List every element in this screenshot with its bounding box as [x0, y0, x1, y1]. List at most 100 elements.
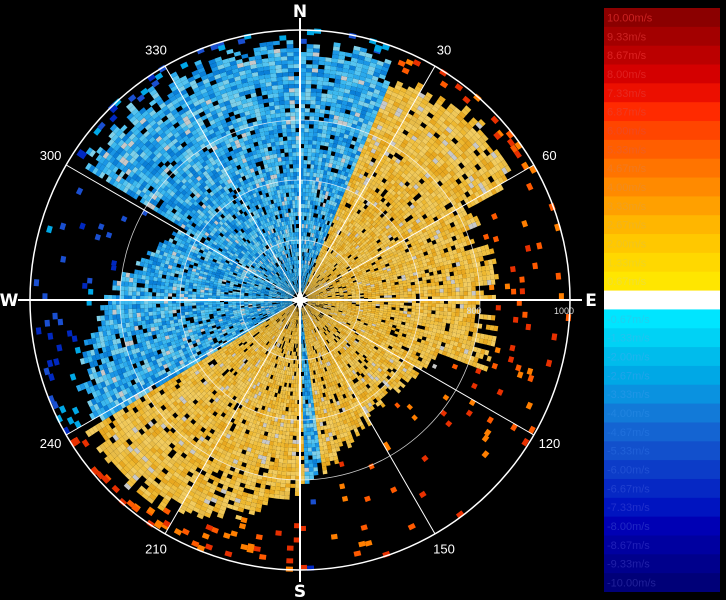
velocity-cell	[406, 314, 411, 318]
velocity-cell	[343, 163, 349, 168]
velocity-cell	[305, 196, 309, 201]
velocity-cell	[310, 216, 314, 221]
velocity-cell	[332, 50, 340, 56]
velocity-cell	[322, 81, 329, 86]
velocity-cell	[340, 170, 346, 176]
velocity-cell	[325, 158, 330, 164]
velocity-cell	[329, 134, 335, 140]
velocity-cell	[519, 288, 525, 295]
velocity-cell	[300, 104, 306, 109]
velocity-cell	[329, 213, 333, 218]
velocity-cell	[487, 314, 492, 321]
velocity-cell	[331, 147, 337, 153]
velocity-cell	[305, 96, 311, 101]
velocity-cell	[303, 260, 306, 265]
velocity-cell	[309, 265, 312, 270]
velocity-cell	[348, 93, 355, 100]
velocity-cell	[326, 130, 332, 135]
velocity-cell	[302, 280, 304, 285]
velocity-cell	[355, 302, 360, 305]
velocity-cell	[329, 74, 336, 79]
velocity-cell	[451, 311, 456, 317]
velocity-cell	[312, 140, 317, 145]
velocity-cell	[411, 290, 416, 295]
velocity-cell	[351, 295, 356, 298]
velocity-cell	[353, 74, 360, 80]
velocity-cell	[322, 125, 328, 131]
velocity-cell	[348, 114, 355, 120]
velocity-cell	[338, 87, 345, 93]
velocity-cell	[301, 288, 303, 293]
velocity-cell	[309, 261, 312, 266]
velocity-cell	[301, 256, 303, 261]
velocity-cell	[455, 291, 460, 296]
velocity-cell	[454, 320, 459, 325]
velocity-cell	[337, 120, 343, 125]
velocity-cell	[345, 105, 352, 111]
velocity-cell	[333, 42, 341, 48]
velocity-cell	[353, 132, 359, 138]
velocity-cell	[379, 306, 384, 309]
velocity-cell	[351, 82, 358, 88]
velocity-cell	[345, 168, 351, 173]
velocity-cell	[315, 225, 318, 230]
velocity-cell	[438, 318, 443, 323]
velocity-cell	[519, 276, 525, 283]
velocity-cell	[407, 311, 412, 315]
velocity-cell	[328, 208, 332, 214]
velocity-cell	[322, 227, 326, 233]
velocity-cell	[433, 274, 439, 279]
velocity-cell	[308, 144, 313, 149]
velocity-cell	[332, 176, 337, 182]
velocity-cell	[303, 160, 308, 165]
velocity-cell	[363, 81, 371, 87]
velocity-cell	[330, 106, 336, 112]
velocity-cell	[305, 268, 307, 273]
velocity-cell	[312, 136, 318, 141]
velocity-cell	[311, 253, 314, 258]
velocity-cell	[320, 97, 327, 102]
velocity-cell	[312, 132, 318, 137]
velocity-cell	[305, 80, 312, 85]
velocity-cell	[442, 394, 450, 401]
velocity-cell	[353, 45, 361, 52]
velocity-cell	[310, 88, 317, 93]
velocity-cell	[301, 288, 303, 293]
velocity-cell	[383, 302, 388, 305]
velocity-cell	[430, 278, 435, 283]
velocity-cell	[317, 72, 324, 78]
velocity-cell	[431, 303, 436, 308]
velocity-cell	[339, 112, 345, 118]
velocity-cell	[435, 292, 440, 297]
velocity-cell	[459, 287, 464, 292]
velocity-cell	[447, 303, 452, 308]
velocity-cell	[458, 316, 464, 322]
velocity-cell	[307, 248, 310, 253]
velocity-cell	[457, 270, 462, 275]
velocity-cell	[308, 232, 311, 237]
velocity-cell	[301, 228, 304, 233]
velocity-cell	[320, 227, 324, 232]
velocity-cell	[308, 257, 311, 262]
velocity-cell	[376, 60, 385, 67]
velocity-cell	[426, 282, 432, 287]
velocity-cell	[325, 211, 329, 217]
velocity-cell	[325, 174, 330, 180]
velocity-cell	[305, 272, 307, 277]
velocity-cell	[327, 89, 334, 95]
velocity-cell	[439, 80, 449, 89]
velocity-cell	[335, 185, 341, 191]
velocity-cell	[463, 291, 468, 296]
velocity-cell	[300, 112, 305, 117]
velocity-cell	[302, 244, 305, 249]
velocity-cell	[322, 202, 326, 208]
velocity-cell	[304, 244, 306, 249]
velocity-cell	[333, 82, 341, 88]
velocity-cell	[307, 265, 310, 270]
velocity-cell	[335, 164, 340, 170]
velocity-cell	[356, 62, 364, 69]
velocity-cell	[323, 77, 330, 82]
velocity-cell	[439, 311, 444, 316]
velocity-cell	[308, 136, 313, 141]
velocity-cell	[447, 307, 452, 312]
